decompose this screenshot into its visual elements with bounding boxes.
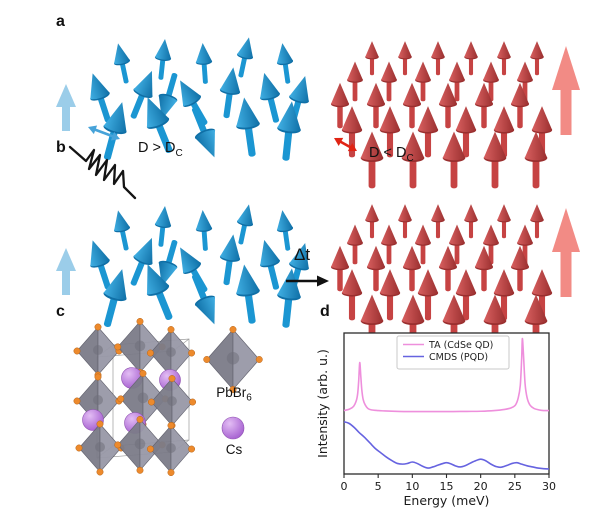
ordered-spin-array-initial bbox=[330, 41, 553, 189]
condition-text: D < D bbox=[369, 145, 407, 161]
net-magnetization-arrow-blue-bottom bbox=[56, 248, 76, 295]
x-tick-label: 30 bbox=[542, 480, 556, 493]
ta-curve bbox=[343, 337, 550, 413]
y-axis-label: Intensity (arb. u.) bbox=[315, 349, 330, 458]
net-magnetization-arrow-red-top bbox=[552, 46, 580, 135]
cs-atom-icon bbox=[221, 416, 245, 440]
x-tick-label: 5 bbox=[375, 480, 382, 493]
x-tick-label: 10 bbox=[405, 480, 419, 493]
condition-d-less-dc: D < DC bbox=[369, 146, 414, 164]
disordered-spin-array-initial bbox=[90, 37, 309, 161]
ordered-spin-array-after-pulse bbox=[330, 204, 553, 352]
pbbr6-subscript: 6 bbox=[246, 392, 252, 404]
panel-label-a: a bbox=[56, 13, 65, 30]
x-tick-label: 15 bbox=[440, 480, 454, 493]
cs-label: Cs bbox=[225, 442, 243, 457]
x-tick-label: 20 bbox=[474, 480, 488, 493]
pbbr6-label: PbBr6 bbox=[203, 386, 265, 404]
net-magnetization-arrow-blue-top bbox=[56, 84, 76, 131]
condition-text: D > D bbox=[138, 140, 176, 156]
pbbr6-octahedron-icon bbox=[203, 326, 263, 393]
net-magnetization-arrow-red-bottom bbox=[552, 208, 580, 297]
panel-label-d: d bbox=[320, 303, 330, 320]
legend-entry-label: TA (CdSe QD) bbox=[428, 340, 493, 351]
condition-subscript: C bbox=[175, 147, 183, 159]
condition-d-greater-dc: D > DC bbox=[138, 141, 183, 159]
exchange-double-arrow-red bbox=[334, 137, 357, 152]
perovskite-crystal-structure bbox=[73, 317, 197, 477]
panel-label-c: c bbox=[56, 303, 65, 320]
chart-legend: TA (CdSe QD)CMDS (PQD) bbox=[396, 335, 510, 370]
x-tick-label: 0 bbox=[341, 480, 348, 493]
panel-label-b: b bbox=[56, 139, 66, 156]
x-tick-label: 25 bbox=[508, 480, 522, 493]
pbbr6-text: PbBr bbox=[216, 385, 247, 400]
legend-entry-label: CMDS (PQD) bbox=[429, 352, 488, 363]
time-delay-arrow bbox=[286, 275, 329, 287]
delta-t-label: Δt bbox=[294, 245, 311, 264]
energy-spectrum-chart: 0 5 10 15 20 25 30 Energy (meV) Intensity (arb. … bbox=[315, 332, 556, 508]
disordered-spin-array-after-pulse bbox=[90, 204, 309, 328]
exchange-double-arrow-blue bbox=[88, 125, 120, 141]
laser-pulse-icon bbox=[68, 145, 137, 200]
cmds-curve bbox=[343, 421, 550, 470]
condition-subscript: C bbox=[406, 152, 414, 164]
x-axis-ticks: 0 5 10 15 20 25 30 bbox=[341, 474, 556, 493]
x-axis-label: Energy (meV) bbox=[404, 493, 490, 508]
